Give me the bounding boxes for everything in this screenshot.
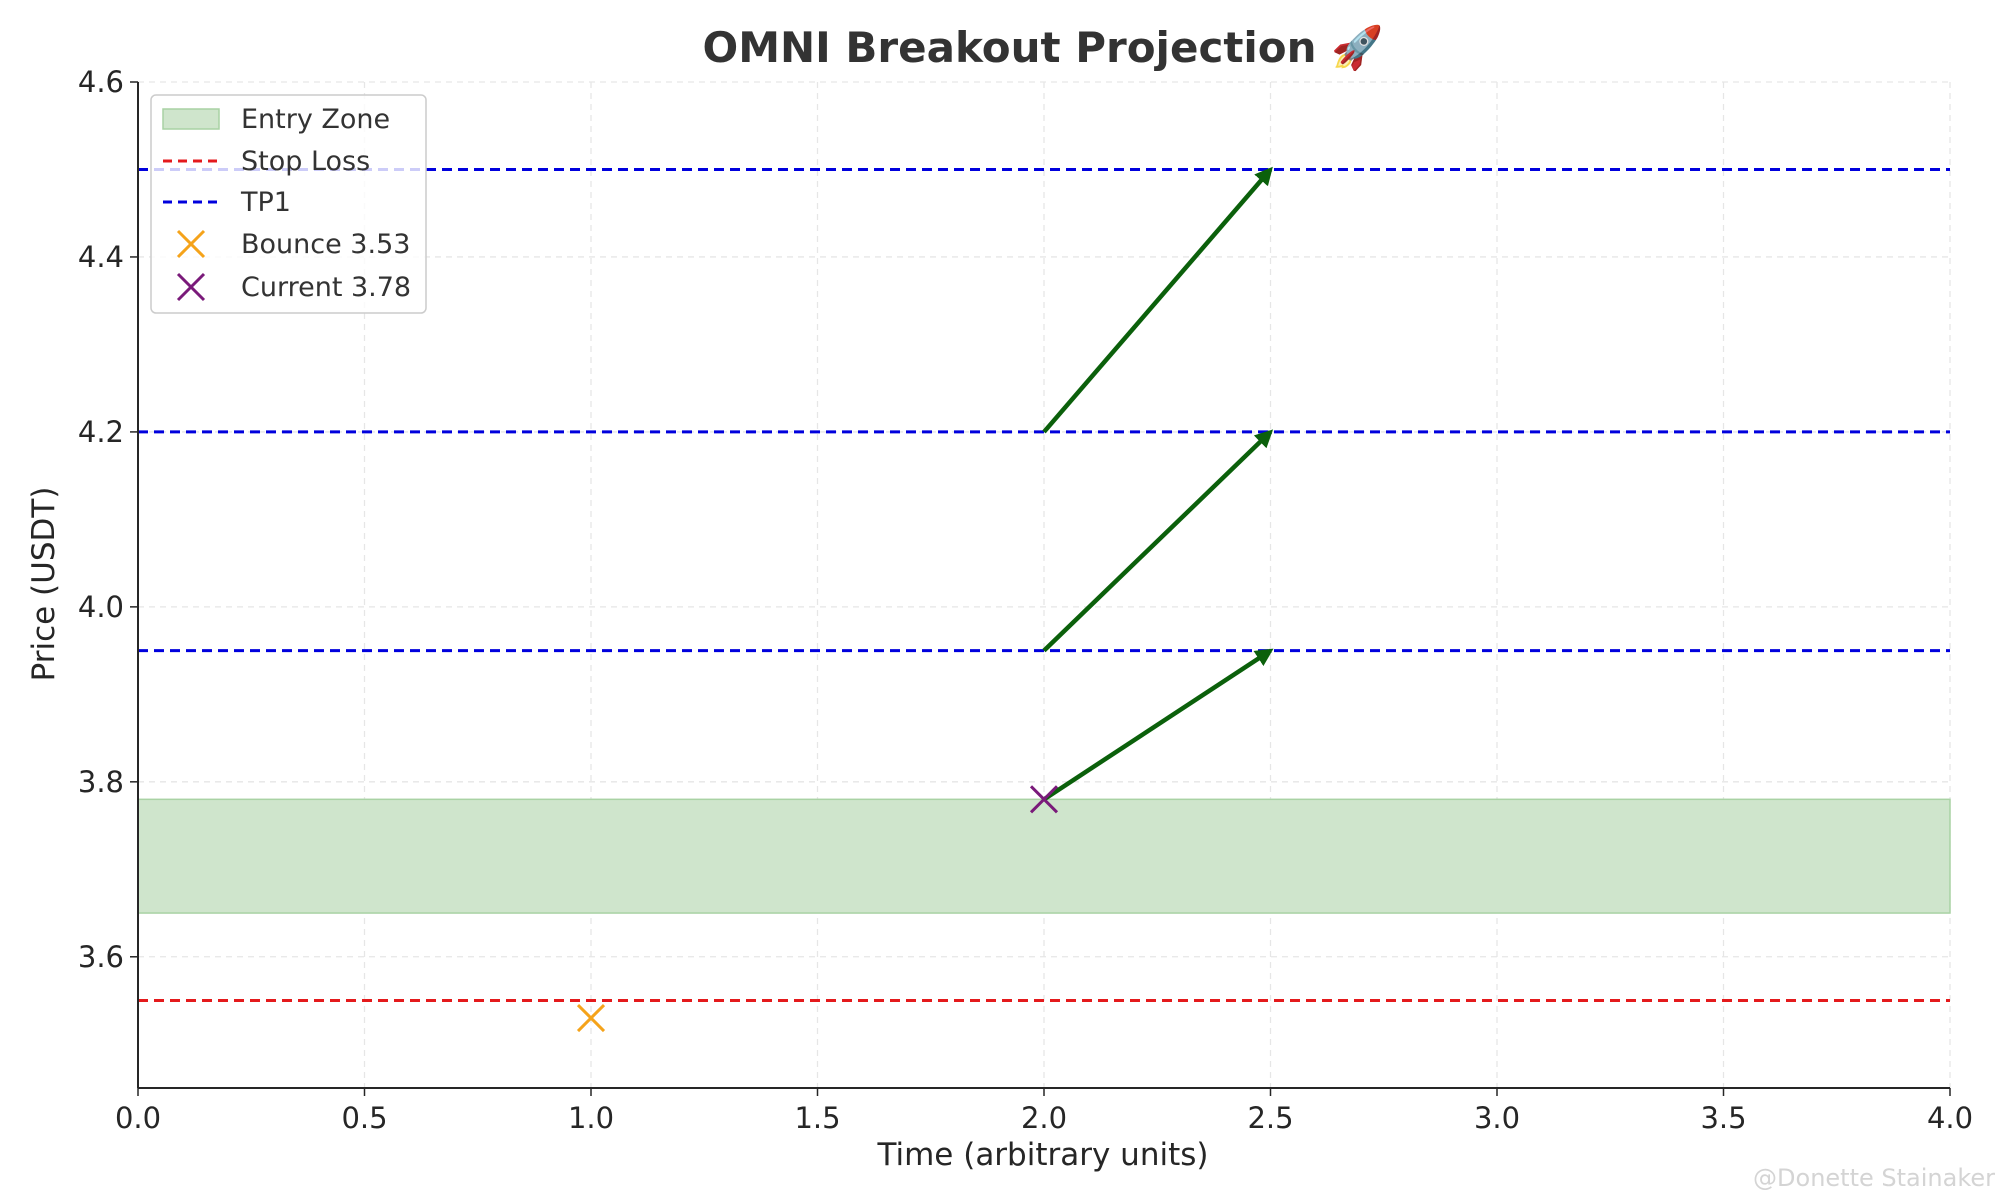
x-axis-label: Time (arbitrary units) [877, 1137, 1209, 1173]
y-tick-label: 3.8 [78, 765, 124, 799]
legend: Entry Zone Stop Loss TP1 Bounce 3.53 Cur… [150, 94, 427, 314]
y-ticks: 3.6 3.8 4.0 4.2 4.4 4.6 [78, 65, 138, 974]
legend-marker-current [176, 272, 206, 302]
y-tick-label: 4.6 [78, 65, 124, 99]
x-tick-label: 0.5 [341, 1101, 387, 1135]
chart-title: OMNI Breakout Projection 🚀 [703, 23, 1384, 72]
point-marker [576, 1003, 606, 1033]
entry-zone-area [137, 798, 1951, 914]
projection-arrow [1042, 166, 1273, 434]
x-tick-label: 0.0 [115, 1101, 161, 1135]
legend-swatch-entry-zone [162, 108, 220, 130]
x-ticks: 0.0 0.5 1.0 1.5 2.0 2.5 3.0 3.5 4.0 [115, 1088, 1973, 1135]
legend-marker-bounce [176, 229, 206, 259]
point-marker [1029, 785, 1059, 814]
y-tick-label: 4.4 [78, 240, 124, 274]
projection-arrows [1042, 166, 1274, 802]
legend-label-tp1: TP1 [240, 187, 291, 218]
y-tick-label: 3.6 [78, 940, 124, 974]
x-tick-label: 3.5 [1700, 1101, 1746, 1135]
point-marker-stroke [576, 1003, 606, 1033]
x-tick-label: 2.5 [1247, 1101, 1293, 1135]
projection-arrow [1042, 648, 1274, 802]
watermark: @Donette Stainaker [1753, 1164, 1995, 1192]
legend-label-current: Current 3.78 [241, 272, 411, 303]
legend-frame [150, 94, 427, 314]
x-tick-label: 2.0 [1021, 1101, 1067, 1135]
x-tick-label: 1.5 [794, 1101, 840, 1135]
legend-label-stop-loss: Stop Loss [241, 146, 370, 177]
marker-points [576, 785, 1059, 1033]
y-tick-label: 4.2 [78, 415, 124, 449]
x-tick-label: 1.0 [568, 1101, 614, 1135]
legend-label-bounce: Bounce 3.53 [241, 229, 410, 260]
y-axis-label: Price (USDT) [26, 487, 62, 682]
y-tick-label: 4.0 [78, 590, 124, 624]
projection-arrow [1042, 429, 1274, 653]
x-tick-label: 4.0 [1927, 1101, 1973, 1135]
x-tick-label: 3.0 [1474, 1101, 1520, 1135]
point-marker-stroke [1029, 785, 1059, 814]
legend-label-entry-zone: Entry Zone [241, 104, 390, 135]
entry-zone-band [137, 798, 1951, 914]
